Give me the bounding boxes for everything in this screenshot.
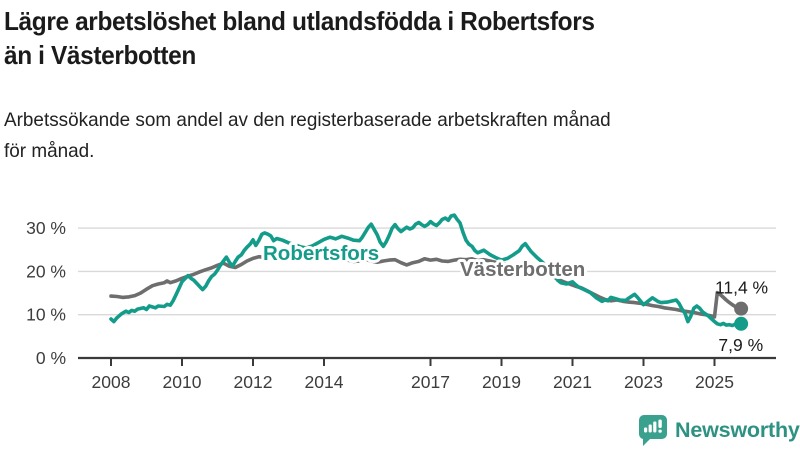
newsworthy-logo-icon — [638, 415, 667, 446]
exclamation-stem — [658, 419, 662, 428]
end-value-label-robertsfors: 7,9 % — [718, 335, 763, 355]
end-dot-västerbotten — [734, 301, 749, 316]
y-tick-label: 20 % — [26, 261, 66, 281]
x-tick-label: 2010 — [163, 372, 202, 392]
series-label-robertsfors: Robertsfors — [263, 242, 379, 265]
end-value-label-västerbotten: 11,4 % — [715, 278, 768, 298]
series-line-västerbotten — [109, 253, 743, 319]
x-tick-label: 2025 — [695, 372, 734, 392]
x-tick-label: 2021 — [553, 372, 592, 392]
series-label-västerbotten: Västerbotten — [460, 258, 585, 281]
x-tick-label: 2017 — [411, 372, 450, 392]
series-lines — [109, 213, 749, 331]
title-line-1: Lägre arbetslöshet bland utlandsfödda i … — [4, 6, 595, 36]
title-line-2: än i Västerbotten — [4, 40, 196, 70]
subtitle-line-2: för månad. — [4, 140, 95, 162]
x-tick-label: 2023 — [624, 372, 663, 392]
newsworthy-logo: Newsworthy — [638, 414, 800, 447]
x-axis: 2008 2010 2012 2014 2017 2019 2021 2023 2025 — [78, 356, 776, 392]
chart-subtitle: Arbetssökande som andel av den registerb… — [4, 105, 776, 167]
speech-bubble-shape — [638, 415, 667, 446]
bar-chart-glyph — [644, 419, 662, 433]
gridlines: 0 % 10 % 20 % 30 % — [26, 218, 776, 368]
exclamation-dot — [658, 429, 662, 433]
x-tick-label: 2008 — [92, 372, 131, 392]
chart-annotations: Västerbotten Robertsfors 11,4 % 7,9 % — [260, 239, 768, 355]
y-tick-label: 30 % — [26, 218, 66, 238]
newsworthy-wordmark: Newsworthy — [675, 418, 800, 442]
end-dot-robertsfors — [734, 316, 749, 331]
x-tick-label: 2014 — [305, 372, 344, 392]
page-title: Lägre arbetslöshet bland utlandsfödda i … — [4, 4, 700, 72]
series-line-robertsfors — [109, 213, 743, 328]
x-tick-label: 2012 — [234, 372, 273, 392]
x-tick-label: 2019 — [482, 372, 521, 392]
subtitle-line-1: Arbetssökande som andel av den registerb… — [4, 109, 611, 131]
y-tick-label: 0 % — [36, 348, 66, 368]
y-tick-label: 10 % — [26, 305, 66, 325]
